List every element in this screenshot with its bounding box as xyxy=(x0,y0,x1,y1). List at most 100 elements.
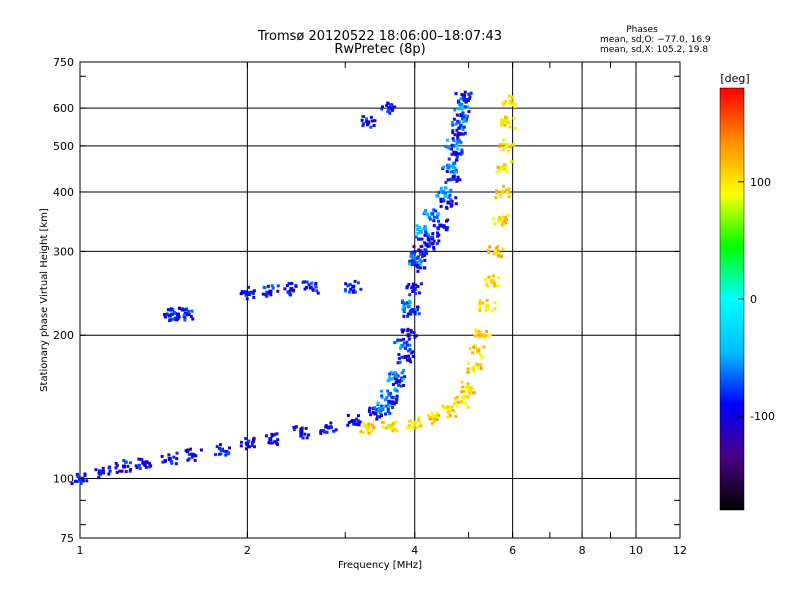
scatter-point xyxy=(271,286,275,290)
scatter-point xyxy=(503,163,507,167)
scatter-point xyxy=(456,175,460,179)
scatter-point xyxy=(359,287,363,291)
x-axis-label: Frequency [MHz] xyxy=(338,560,422,571)
chart-title: Tromsø 20120522 18:06:00–18:07:43 xyxy=(257,29,502,44)
data-point xyxy=(393,373,398,378)
scatter-point xyxy=(417,425,421,429)
scatter-point xyxy=(473,334,477,338)
y-axis-ticks: 75 100 200 300 400 500 600 750 xyxy=(53,56,680,545)
scatter-point xyxy=(400,378,404,382)
scatter-point xyxy=(487,249,491,253)
scatter-point xyxy=(498,169,502,173)
scatter-point xyxy=(455,141,459,145)
scatter-point xyxy=(500,255,504,259)
scatter-point xyxy=(367,422,371,426)
scatter-point xyxy=(135,466,139,470)
scatter-point xyxy=(462,99,466,103)
scatter-point xyxy=(138,466,142,470)
scatter-point xyxy=(424,229,428,233)
scatter-point xyxy=(450,152,454,156)
scatter-point xyxy=(265,294,269,298)
scatter-point xyxy=(393,105,397,109)
scatter-point xyxy=(484,329,488,333)
scatter-point xyxy=(194,454,198,458)
scatter-point xyxy=(452,410,456,414)
scatter-point xyxy=(492,252,496,256)
scatter-point xyxy=(426,234,430,238)
scatter-point xyxy=(512,116,516,120)
scatter-point xyxy=(445,170,449,174)
scatter-point xyxy=(346,413,350,417)
scatter-point xyxy=(402,337,406,341)
scatter-point xyxy=(405,358,409,362)
scatter-point xyxy=(466,371,470,375)
scatter-point xyxy=(398,360,402,364)
scatter-point xyxy=(464,119,468,123)
scatter-point xyxy=(493,307,497,311)
scatter-point xyxy=(465,97,469,101)
scatter-point xyxy=(463,105,467,109)
scatter-point xyxy=(244,447,248,451)
scatter-point xyxy=(478,309,482,313)
scatter-point xyxy=(414,283,418,287)
scatter-point xyxy=(369,125,373,129)
data-point xyxy=(366,425,371,430)
scatter-point xyxy=(301,280,305,284)
scatter-point xyxy=(423,211,427,215)
scatter-point xyxy=(382,405,386,409)
scatter-point xyxy=(496,283,500,287)
scatter-point xyxy=(370,429,374,433)
scatter-point xyxy=(509,160,513,164)
scatter-point xyxy=(361,124,365,128)
scatter-point xyxy=(413,291,417,295)
scatter-point xyxy=(242,291,246,295)
scatter-point xyxy=(431,241,435,245)
scatter-point xyxy=(397,352,401,356)
scatter-point xyxy=(452,177,456,181)
scatter-point xyxy=(414,235,418,239)
scatter-point xyxy=(177,315,181,319)
scatter-point xyxy=(418,259,422,263)
scatter-point xyxy=(405,343,409,347)
scatter-point xyxy=(463,394,467,398)
scatter-point xyxy=(252,289,256,293)
scatter-point xyxy=(504,115,508,119)
scatter-point xyxy=(365,424,369,428)
scatter-point xyxy=(411,250,415,254)
scatter-point xyxy=(190,309,194,313)
scatter-point xyxy=(353,290,357,294)
scatter-point xyxy=(442,225,446,229)
scatter-point xyxy=(420,244,424,248)
scatter-point xyxy=(305,280,309,284)
scatter-point xyxy=(187,453,191,457)
scatter-point xyxy=(163,459,167,463)
scatter-point xyxy=(453,108,457,112)
scatter-point xyxy=(276,284,280,288)
scatter-point xyxy=(453,396,457,400)
scatter-point xyxy=(426,213,430,217)
scatter-point xyxy=(408,419,412,423)
scatter-point xyxy=(366,429,370,433)
scatter-point xyxy=(504,221,508,225)
scatter-point xyxy=(419,262,423,266)
scatter-point xyxy=(462,115,466,119)
scatter-point xyxy=(143,463,147,467)
scatter-point xyxy=(502,146,506,150)
scatter-point xyxy=(189,447,193,451)
data-point xyxy=(403,355,408,360)
scatter-point xyxy=(466,395,470,399)
scatter-point xyxy=(416,227,420,231)
scatter-point xyxy=(397,383,401,387)
data-point xyxy=(459,399,464,404)
scatter-point xyxy=(513,105,517,109)
scatter-point xyxy=(474,328,478,332)
scatter-point xyxy=(500,167,504,171)
scatter-point xyxy=(129,468,133,472)
scatter-point xyxy=(482,335,486,339)
colorbar-tick-label: 100 xyxy=(750,176,771,189)
data-point xyxy=(326,425,331,430)
scatter-point xyxy=(458,106,462,110)
scatter-point xyxy=(224,453,228,457)
scatter-point xyxy=(464,100,468,104)
scatter-point xyxy=(292,288,296,292)
